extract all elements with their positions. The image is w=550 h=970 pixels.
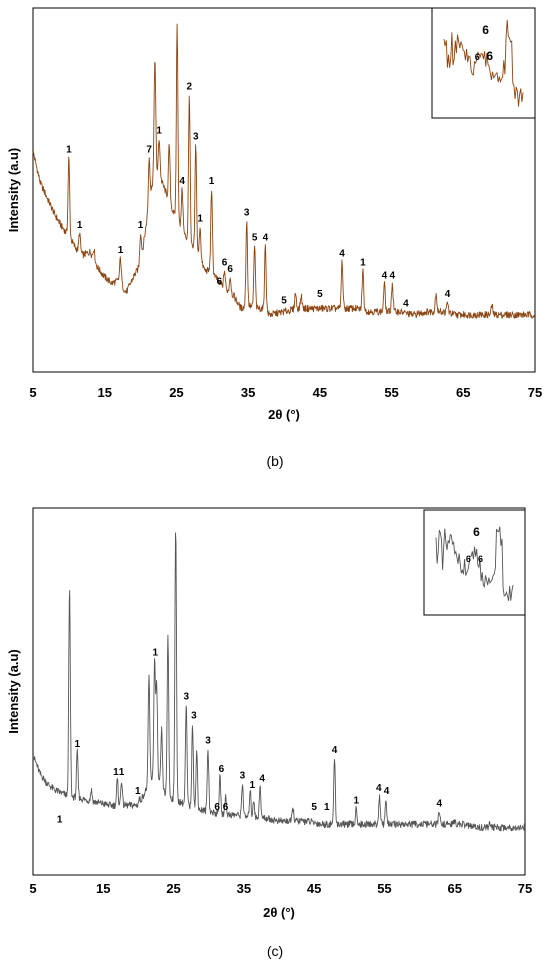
peak-label: 1 bbox=[77, 220, 83, 231]
inset-line bbox=[435, 526, 514, 601]
peak-label: 5 bbox=[252, 233, 258, 244]
panel-caption: (c) bbox=[267, 943, 283, 959]
peak-label: 5 bbox=[311, 802, 317, 813]
x-tick-label: 55 bbox=[377, 881, 391, 896]
peak-label: 4 bbox=[436, 799, 442, 810]
x-tick-label: 5 bbox=[29, 881, 36, 896]
peak-label: 6 bbox=[223, 802, 229, 813]
peak-label: 1 bbox=[250, 780, 256, 791]
peak-label: 4 bbox=[376, 783, 382, 794]
x-tick-label: 25 bbox=[169, 385, 183, 400]
peak-label: 7 bbox=[146, 144, 152, 155]
inset-peak-label: 6 bbox=[473, 525, 480, 539]
x-tick-label: 5 bbox=[29, 385, 36, 400]
inset-panel: 66 6 bbox=[431, 7, 536, 119]
peak-label: 1 bbox=[153, 647, 159, 658]
peak-label: 1 bbox=[360, 258, 366, 269]
inset-peak-label: 6 bbox=[475, 52, 480, 62]
x-axis-title: 2θ (°) bbox=[268, 407, 300, 422]
peak-label: 1 bbox=[66, 144, 72, 155]
y-axis-title: Intensity (a.u) bbox=[6, 649, 21, 734]
x-tick-label: 65 bbox=[456, 385, 470, 400]
peak-label: 3 bbox=[240, 770, 246, 781]
peak-label: 1 bbox=[209, 176, 215, 187]
peak-label: 5 bbox=[317, 289, 323, 300]
peak-label: 1 bbox=[57, 814, 63, 825]
x-tick-label: 35 bbox=[237, 881, 251, 896]
peak-label: 6 bbox=[227, 264, 233, 275]
x-tick-label: 15 bbox=[96, 881, 110, 896]
peak-label: 1 bbox=[197, 214, 203, 225]
panel-caption: (b) bbox=[266, 453, 283, 469]
peak-label: 1 bbox=[156, 125, 162, 136]
xrd-series-line bbox=[32, 532, 526, 832]
peak-label: 4 bbox=[263, 233, 269, 244]
peak-label: 6 bbox=[219, 764, 225, 775]
peak-label: 4 bbox=[382, 270, 388, 281]
plot-frame bbox=[32, 507, 526, 876]
peak-label: 1 bbox=[119, 767, 125, 778]
peak-label: 1 bbox=[113, 767, 119, 778]
peak-label: 1 bbox=[354, 796, 360, 807]
x-axis-title: 2θ (°) bbox=[263, 905, 295, 920]
peak-label: 3 bbox=[193, 132, 199, 143]
x-tick-label: 75 bbox=[518, 881, 532, 896]
peak-label: 2 bbox=[187, 81, 193, 92]
peak-label: 1 bbox=[135, 786, 141, 797]
peak-label: 6 bbox=[214, 802, 220, 813]
x-tick-label: 55 bbox=[384, 385, 398, 400]
peak-label: 5 bbox=[281, 296, 287, 307]
peak-label: 1 bbox=[74, 739, 80, 750]
inset-panel: 66 6 bbox=[423, 509, 526, 616]
peak-label: 1 bbox=[324, 802, 330, 813]
inset-line bbox=[443, 19, 524, 107]
peak-label: 6 bbox=[222, 258, 228, 269]
x-tick-label: 45 bbox=[313, 385, 327, 400]
peak-label: 4 bbox=[259, 773, 265, 784]
peak-label: 3 bbox=[191, 710, 197, 721]
peak-label: 3 bbox=[183, 692, 189, 703]
inset-peak-label: 6 bbox=[482, 23, 489, 37]
peak-label: 4 bbox=[403, 299, 409, 310]
peak-label: 4 bbox=[445, 289, 451, 300]
x-tick-label: 25 bbox=[166, 881, 180, 896]
x-tick-label: 75 bbox=[528, 385, 542, 400]
peak-label: 4 bbox=[384, 786, 390, 797]
inset-peak-label: 6 bbox=[478, 554, 483, 564]
xrd-series-line bbox=[32, 23, 536, 319]
peak-label: 6 bbox=[217, 277, 223, 288]
y-axis-title: Intensity (a.u) bbox=[6, 148, 21, 233]
peak-label: 4 bbox=[339, 248, 345, 259]
x-tick-label: 45 bbox=[307, 881, 321, 896]
x-tick-label: 15 bbox=[97, 385, 111, 400]
x-tick-label: 65 bbox=[447, 881, 461, 896]
peak-label: 4 bbox=[390, 270, 396, 281]
peak-label: 4 bbox=[179, 176, 185, 187]
x-tick-label: 35 bbox=[241, 385, 255, 400]
inset-peak-label: 6 bbox=[466, 554, 471, 564]
peak-label: 1 bbox=[138, 220, 144, 231]
peak-label: 3 bbox=[244, 207, 250, 218]
peak-label: 3 bbox=[205, 736, 211, 747]
inset-peak-label: 6 bbox=[486, 49, 493, 63]
peak-label: 4 bbox=[332, 745, 338, 756]
peak-label: 1 bbox=[118, 245, 124, 256]
plot-frame bbox=[32, 7, 536, 373]
